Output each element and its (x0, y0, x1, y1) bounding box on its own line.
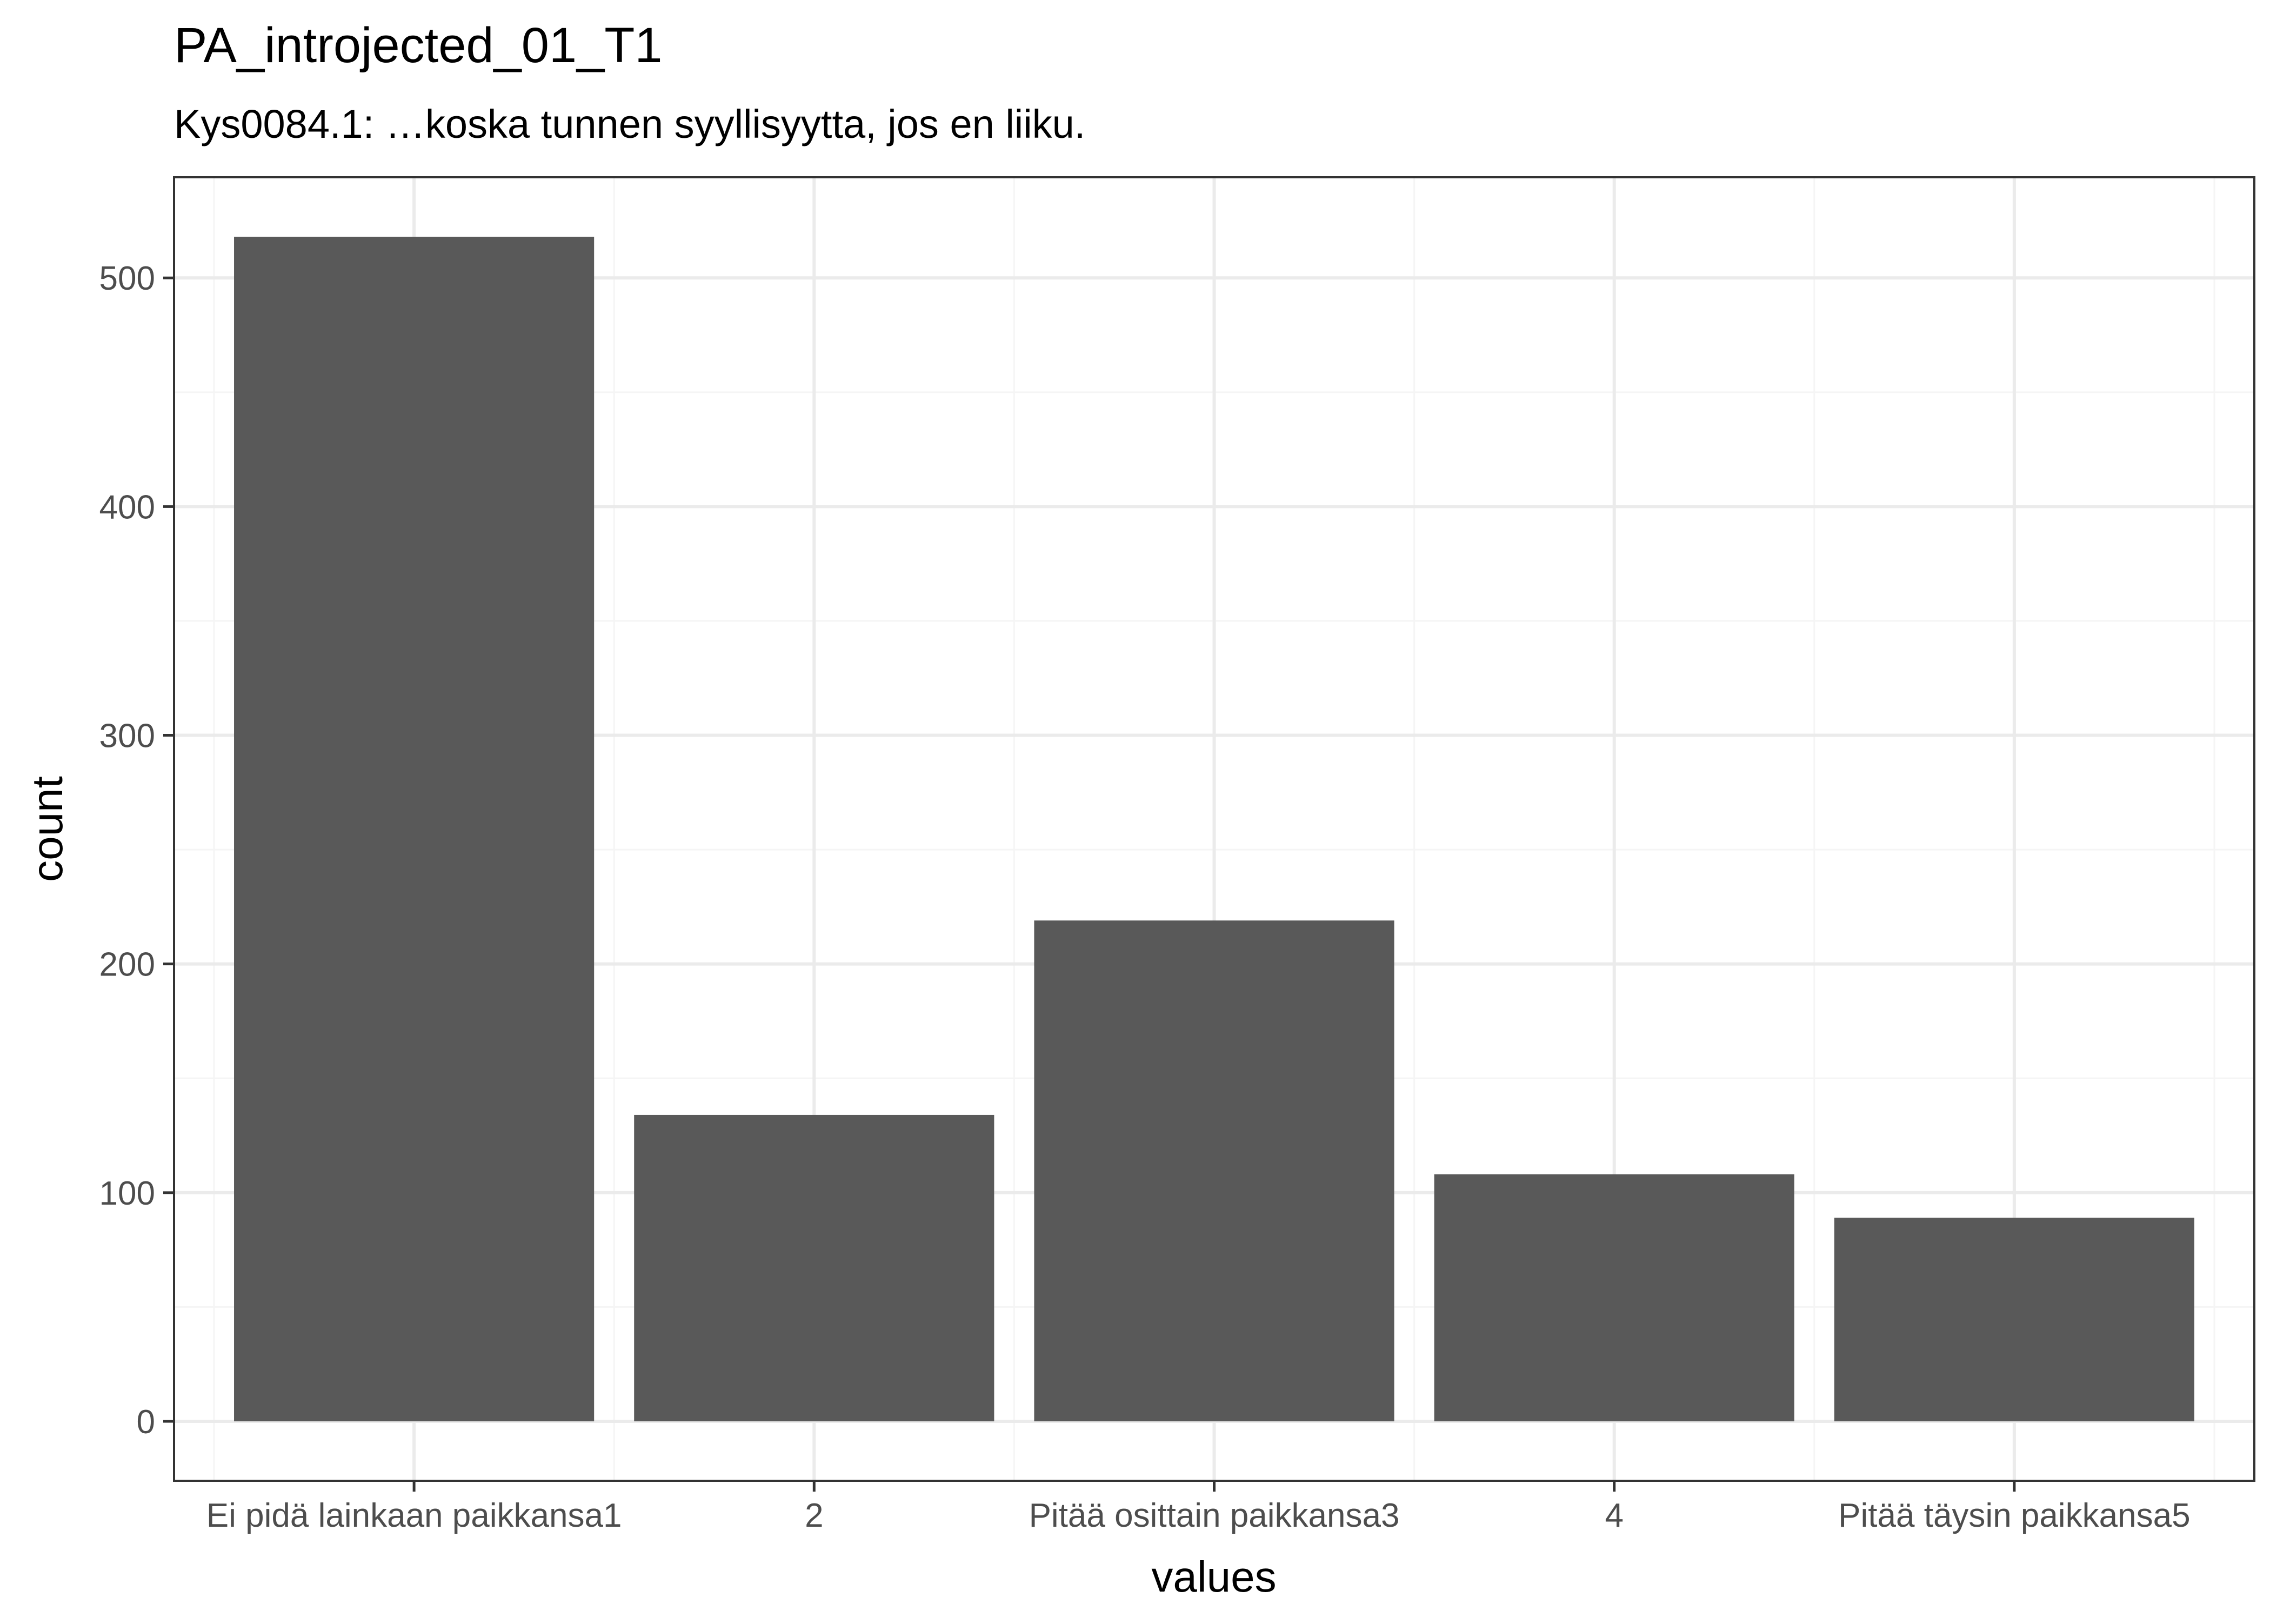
bar (234, 237, 595, 1421)
x-tick-label: Ei pidä lainkaan paikkansa1 (206, 1497, 622, 1534)
y-tick-label: 500 (99, 260, 155, 297)
x-tick-label: 2 (805, 1497, 823, 1534)
x-tick-label: 4 (1605, 1497, 1623, 1534)
y-tick-label: 0 (137, 1404, 155, 1441)
x-tick-label: Pitää täysin paikkansa5 (1838, 1497, 2190, 1534)
bars (234, 237, 2194, 1421)
chart-title: PA_introjected_01_T1 (174, 18, 663, 73)
chart-subtitle: Kys0084.1: …koska tunnen syyllisyytta, j… (174, 102, 1085, 146)
y-tick-label: 200 (99, 946, 155, 984)
bar (1434, 1174, 1794, 1421)
bar (1034, 920, 1394, 1421)
bar (1834, 1218, 2194, 1421)
y-axis-label: count (23, 776, 71, 882)
y-tick-label: 100 (99, 1175, 155, 1212)
x-tick-label: Pitää osittain paikkansa3 (1029, 1497, 1400, 1534)
y-tick-label: 300 (99, 718, 155, 755)
y-axis: 0 100 200 300 400 500 (99, 260, 174, 1441)
x-axis-label: values (1151, 1553, 1276, 1601)
y-tick-label: 400 (99, 489, 155, 526)
bar (634, 1114, 994, 1421)
x-axis: Ei pidä lainkaan paikkansa1 2 Pitää ositta… (206, 1481, 2191, 1534)
